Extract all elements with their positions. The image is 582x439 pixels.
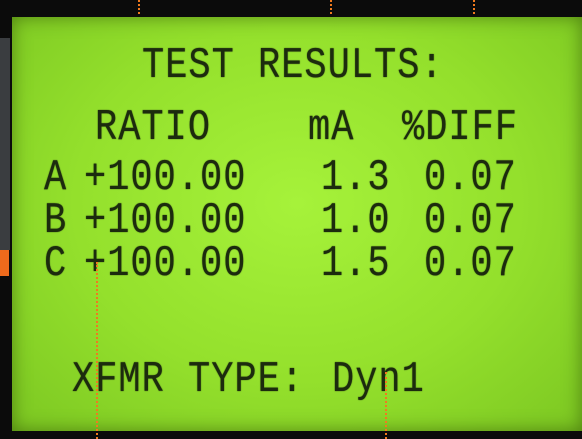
- bezel-tab: [0, 250, 9, 276]
- device-photo: TEST RESULTS: RATIO mA %DIFF XFMR TYPE: …: [0, 0, 582, 439]
- footer-label: XFMR TYPE:: [72, 357, 304, 404]
- ratio-value: +100.00: [84, 241, 246, 288]
- bezel-strip: [0, 38, 10, 250]
- marker-line: [96, 262, 98, 439]
- row-label: C: [44, 241, 67, 288]
- diff-value: 0.07: [424, 241, 517, 288]
- diff-value: 0.07: [424, 155, 517, 202]
- ratio-value: +100.00: [84, 198, 246, 245]
- marker-line: [138, 0, 140, 14]
- row-label: B: [44, 198, 67, 245]
- diff-value: 0.07: [424, 198, 517, 245]
- column-header: RATIO: [95, 105, 211, 152]
- ratio-value: +100.00: [84, 155, 246, 202]
- title: TEST RESULTS:: [142, 43, 444, 90]
- column-header: %DIFF: [402, 105, 518, 152]
- row-label: A: [44, 155, 67, 202]
- footer-value: Dyn1: [332, 357, 425, 404]
- ma-value: 1.5: [321, 241, 391, 288]
- column-header: mA: [308, 105, 354, 152]
- ma-value: 1.3: [321, 155, 391, 202]
- marker-line: [385, 372, 387, 439]
- ma-value: 1.0: [321, 198, 391, 245]
- marker-line: [473, 0, 475, 14]
- marker-line: [330, 0, 332, 14]
